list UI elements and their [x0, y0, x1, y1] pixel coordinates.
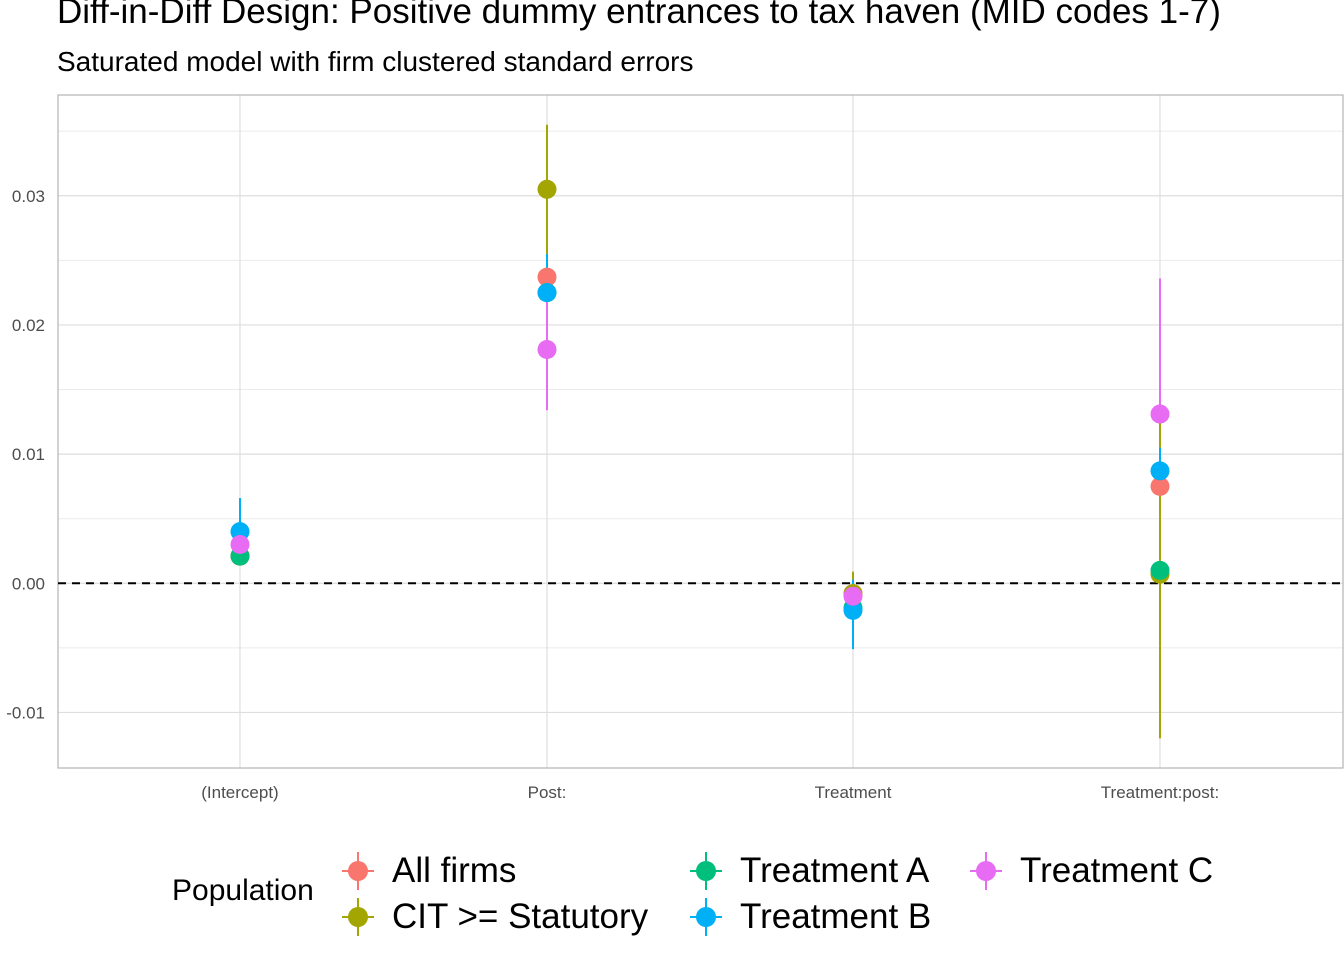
legend-label: CIT >= Statutory — [392, 897, 649, 936]
data-point — [1150, 404, 1170, 424]
data-point — [1150, 461, 1170, 481]
legend-label: Treatment B — [740, 897, 932, 936]
legend-key — [690, 852, 722, 890]
data-point — [1150, 476, 1170, 496]
legend-item: Treatment B — [688, 894, 931, 940]
legend-item: Treatment A — [688, 848, 929, 894]
legend-label: Treatment A — [740, 851, 930, 890]
data-point — [537, 179, 557, 199]
legend-key — [342, 898, 374, 936]
x-tick-label: Treatment — [815, 783, 892, 802]
data-point — [537, 339, 557, 359]
data-point — [843, 600, 863, 620]
plot-area: -0.01 0.00 0.01 0.02 0.03 (Intercept) Post: Tre… — [6, 94, 1344, 802]
y-tick-label: -0.01 — [6, 703, 45, 722]
chart-subtitle: Saturated model with firm clustered stan… — [57, 46, 694, 77]
data-point — [230, 535, 250, 555]
grid-layer — [57, 94, 1344, 769]
legend-key-point — [976, 861, 996, 881]
data-point — [537, 267, 557, 287]
legend-key-point — [348, 861, 368, 881]
legend-key — [690, 898, 722, 936]
marks-layer — [58, 124, 1343, 739]
x-tick-label: Post: — [528, 783, 567, 802]
legend-label: All firms — [392, 851, 517, 890]
legend-key — [342, 852, 374, 890]
y-tick-label: 0.03 — [12, 187, 45, 206]
axis-layer: -0.01 0.00 0.01 0.02 0.03 (Intercept) Post: Tre… — [6, 187, 1219, 802]
y-tick-label: 0.00 — [12, 574, 45, 593]
legend-item: CIT >= Statutory — [340, 894, 648, 940]
legend-key-point — [696, 907, 716, 927]
legend-key — [970, 852, 1002, 890]
panel-border — [57, 94, 1344, 769]
y-tick-label: 0.01 — [12, 445, 45, 464]
x-tick-label: Treatment:post: — [1101, 783, 1219, 802]
legend-key-point — [348, 907, 368, 927]
legend-key-point — [696, 861, 716, 881]
legend-title: Population — [172, 874, 314, 907]
y-tick-label: 0.02 — [12, 316, 45, 335]
legend-label: Treatment C — [1020, 851, 1214, 890]
data-point — [537, 283, 557, 303]
data-point — [843, 586, 863, 606]
data-point — [1150, 560, 1170, 580]
legend-item: Treatment C — [968, 848, 1213, 894]
x-tick-label: (Intercept) — [201, 783, 278, 802]
legend-item: All firms — [340, 848, 516, 894]
chart-title: Diff-in-Diff Design: Positive dummy entr… — [57, 0, 1221, 31]
legend: Population All firms CIT >= Statutory Trea… — [0, 840, 1344, 960]
